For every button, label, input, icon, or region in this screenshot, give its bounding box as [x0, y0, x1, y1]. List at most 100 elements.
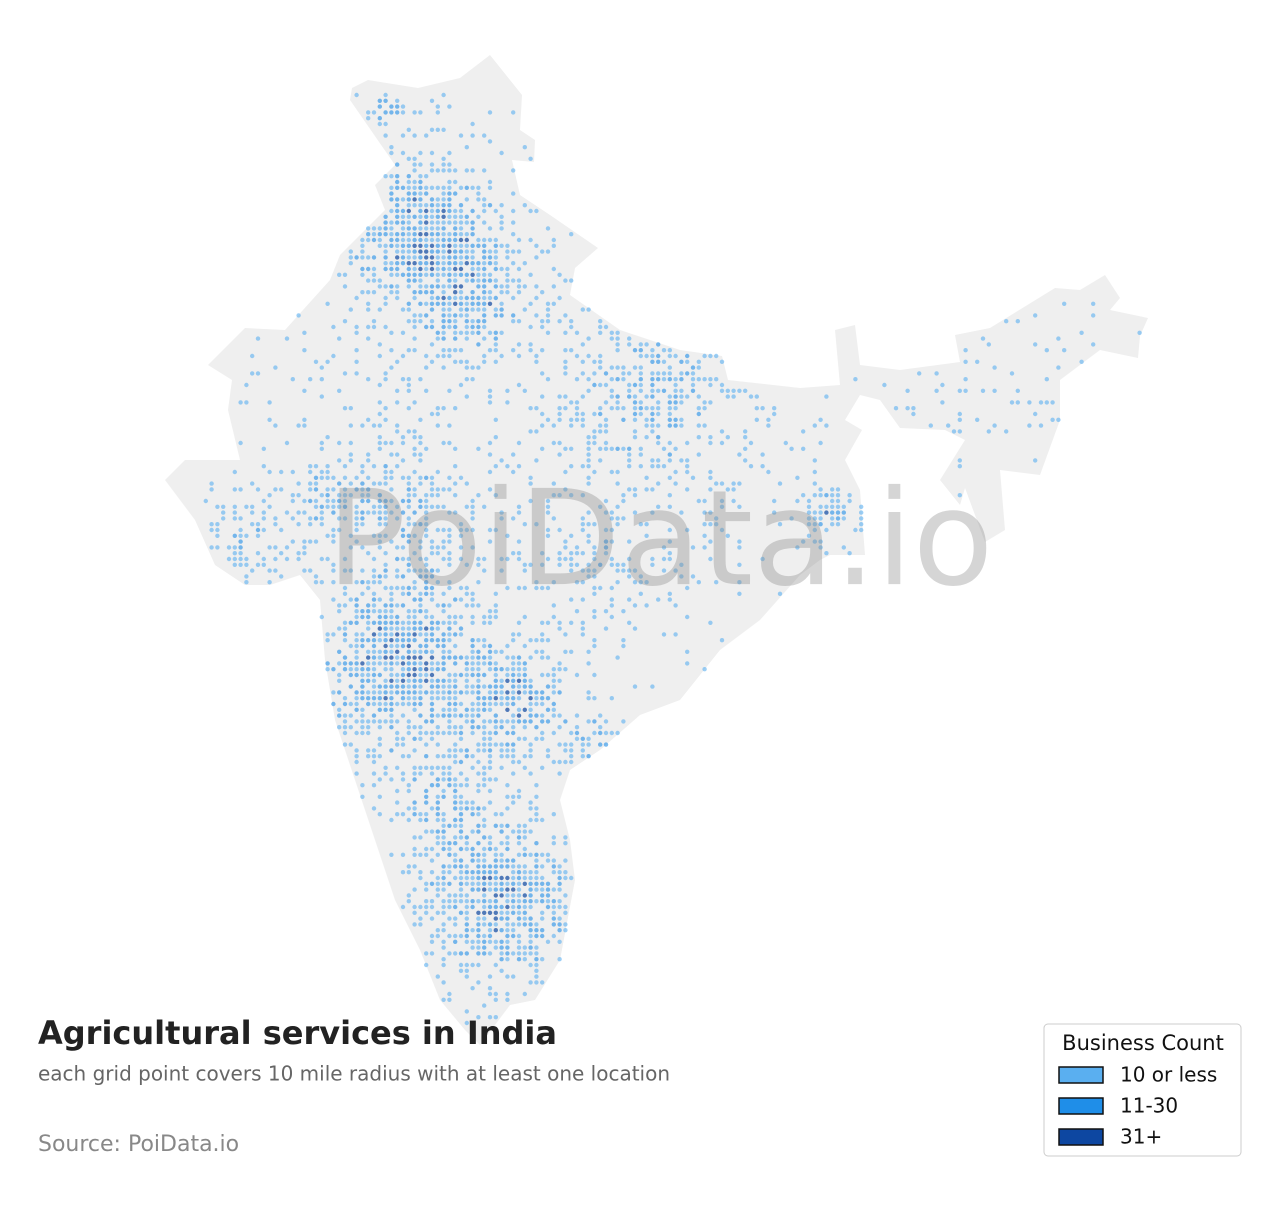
grid-point: [215, 522, 220, 527]
grid-point: [545, 498, 551, 504]
grid-point: [516, 696, 522, 701]
grid-point: [360, 690, 365, 695]
grid-point: [482, 858, 487, 863]
grid-point: [377, 98, 382, 104]
grid-point: [360, 591, 365, 596]
grid-point: [319, 516, 324, 521]
grid-point: [348, 742, 353, 747]
grid-point: [917, 371, 922, 376]
grid-point: [505, 696, 510, 701]
grid-point: [708, 487, 713, 492]
grid-point: [1009, 371, 1015, 376]
grid-point: [516, 382, 522, 388]
grid-point: [911, 406, 916, 411]
grid-point: [847, 493, 852, 498]
grid-point: [342, 719, 348, 724]
grid-point: [238, 551, 243, 556]
grid-point: [389, 626, 394, 631]
grid-point: [429, 771, 435, 776]
grid-point: [470, 870, 475, 875]
grid-point: [830, 510, 835, 515]
grid-point: [441, 336, 446, 341]
grid-point: [476, 672, 481, 678]
grid-point: [476, 301, 481, 306]
grid-point: [540, 980, 545, 985]
grid-point: [302, 568, 307, 573]
grid-point: [366, 458, 371, 463]
grid-point: [383, 620, 388, 625]
grid-point: [487, 835, 493, 840]
grid-point: [505, 266, 510, 272]
grid-point: [389, 643, 394, 649]
grid-point: [418, 110, 423, 115]
grid-point: [429, 411, 435, 417]
grid-point: [493, 649, 498, 654]
grid-point: [731, 498, 736, 504]
grid-point: [406, 870, 411, 875]
grid-point: [772, 510, 777, 515]
grid-point: [441, 127, 446, 132]
grid-point: [447, 632, 452, 637]
grid-point: [389, 719, 394, 724]
grid-point: [505, 939, 510, 944]
grid-point: [383, 510, 388, 515]
grid-point: [534, 887, 539, 892]
grid-point: [696, 394, 701, 399]
grid-point: [267, 400, 272, 405]
grid-point: [673, 377, 678, 382]
grid-point: [232, 551, 237, 556]
grid-point: [377, 701, 382, 707]
grid-point: [366, 655, 371, 660]
grid-point: [453, 220, 458, 225]
grid-point: [458, 220, 464, 225]
grid-point: [366, 232, 371, 237]
grid-point: [395, 800, 400, 805]
grid-point: [267, 545, 272, 550]
grid-point: [383, 504, 388, 509]
grid-point: [464, 504, 469, 509]
grid-point: [400, 377, 406, 382]
grid-point: [342, 603, 348, 608]
grid-point: [418, 875, 423, 881]
grid-point: [621, 562, 626, 567]
grid-point: [499, 313, 504, 318]
grid-point: [696, 411, 701, 417]
grid-point: [389, 185, 394, 190]
grid-point: [447, 249, 452, 254]
grid-point: [911, 411, 916, 417]
grid-point: [418, 458, 423, 463]
grid-point: [383, 406, 388, 411]
grid-point: [424, 365, 429, 370]
grid-point: [412, 261, 417, 266]
grid-point: [458, 597, 464, 602]
grid-point: [441, 887, 446, 892]
grid-point: [685, 661, 690, 666]
grid-point: [511, 730, 516, 736]
grid-point: [644, 394, 649, 399]
grid-point: [540, 765, 545, 770]
grid-point: [487, 394, 493, 399]
grid-point: [702, 400, 707, 405]
grid-point: [366, 417, 371, 422]
grid-point: [412, 272, 417, 277]
grid-point: [528, 429, 533, 434]
grid-point: [470, 986, 475, 991]
grid-point: [348, 533, 353, 538]
grid-point: [464, 806, 469, 811]
grid-point: [424, 185, 429, 190]
grid-point: [395, 684, 400, 689]
grid-point: [476, 261, 481, 266]
grid-point: [470, 620, 475, 625]
grid-point: [453, 759, 458, 765]
grid-point: [418, 852, 423, 857]
grid-point: [621, 446, 626, 451]
grid-point: [772, 498, 777, 504]
grid-point: [516, 266, 522, 272]
grid-point: [418, 603, 423, 608]
grid-point: [615, 481, 620, 486]
grid-point: [418, 417, 423, 422]
grid-point: [412, 638, 417, 643]
grid-point: [377, 725, 382, 730]
grid-point: [470, 133, 475, 138]
grid-point: [557, 527, 562, 533]
